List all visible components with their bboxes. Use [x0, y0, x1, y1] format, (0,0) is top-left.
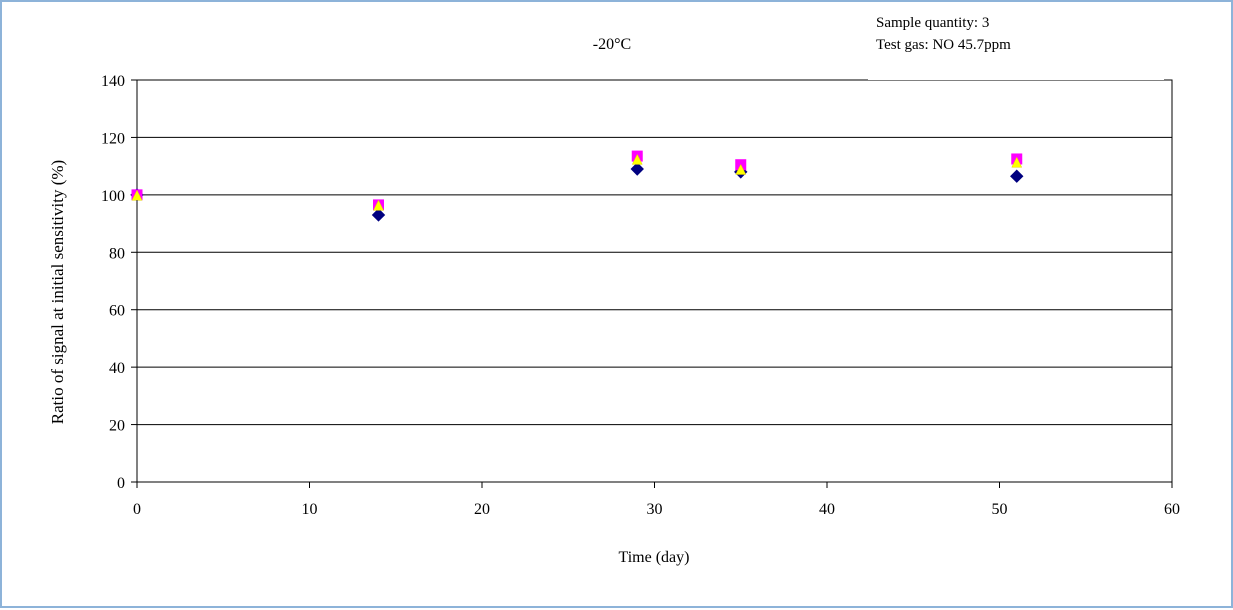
- marker-triangle-2: [631, 153, 643, 165]
- chart-title: -20°C: [592, 36, 632, 53]
- marker-triangle-3: [735, 163, 747, 175]
- y-axis-label: Ratio of signal at initial sensitivity (…: [48, 160, 67, 424]
- y-tick-label-140: 140: [101, 73, 125, 90]
- x-tick-label-50: 50: [992, 501, 1008, 518]
- y-tick-label-80: 80: [109, 245, 125, 262]
- y-tick-label-60: 60: [109, 303, 125, 320]
- x-axis-label: Time (day): [619, 549, 690, 566]
- marker-diamond-2: [630, 162, 644, 176]
- grid-lines: [137, 136, 1172, 426]
- marker-triangle-1: [373, 199, 384, 211]
- y-tick-label-100: 100: [101, 188, 125, 205]
- x-tick-label-40: 40: [819, 501, 835, 518]
- test-gas-note: Test gas: NO 45.7ppm: [876, 37, 1011, 53]
- annotation-box: Sample quantity: 3 Test gas: NO 45.7ppm: [868, 10, 1164, 80]
- y-tick-label-120: 120: [101, 130, 125, 147]
- marker-diamond-1: [371, 208, 386, 222]
- axes: 0 20 40 60 80 100 120 140 0 10 20 30 40 50 60: [101, 73, 1180, 518]
- y-tick-label-0: 0: [117, 475, 125, 492]
- data-markers: [130, 150, 1024, 222]
- marker-diamond-4: [1010, 169, 1024, 183]
- x-tick-label-30: 30: [647, 501, 663, 518]
- sample-quantity-note: Sample quantity: 3: [876, 15, 990, 31]
- marker-triangle-0: [131, 189, 143, 201]
- x-tick-label-20: 20: [474, 501, 490, 518]
- x-tick-label-0: 0: [133, 501, 141, 518]
- x-tick-label-10: 10: [302, 501, 318, 518]
- plot-area: [136, 79, 1173, 483]
- y-tick-label-40: 40: [109, 360, 125, 377]
- y-tick-label-20: 20: [109, 418, 125, 435]
- x-tick-label-60: 60: [1164, 501, 1180, 518]
- marker-triangle-4: [1011, 156, 1023, 168]
